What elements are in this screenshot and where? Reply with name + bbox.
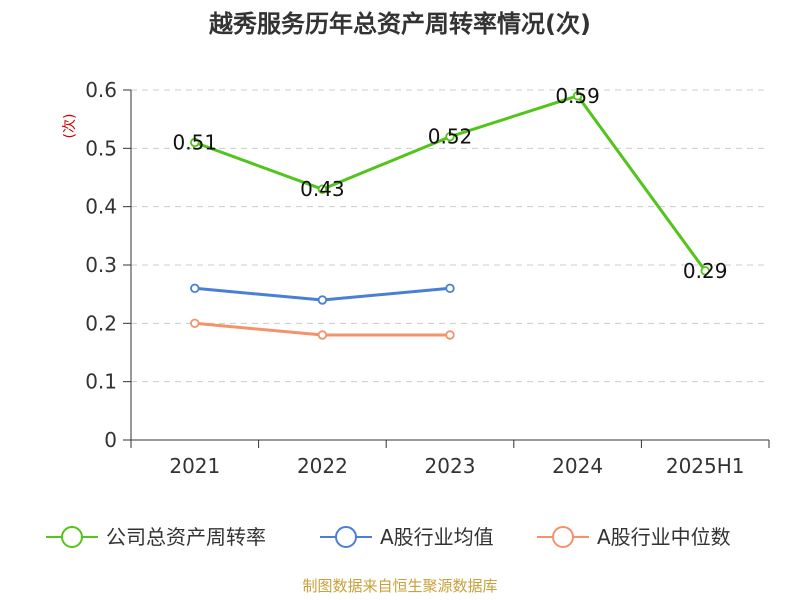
legend-item-1: 公司总资产周转率 [46,525,266,549]
gridlines [131,89,769,383]
x-tick-label: 2024 [552,454,603,478]
legend: 公司总资产周转率 A股行业均值 A股行业中位数 [46,525,731,549]
legend-label: A股行业中位数 [597,525,731,549]
series-line [194,94,707,272]
y-tick-label: 0.3 [85,253,117,277]
series-1: 0.51 0.43 0.52 0.59 0.29 [173,84,728,283]
x-tick-label: 2025H1 [666,454,745,478]
chart-title: 越秀服务历年总资产周转率情况(次) [209,10,591,38]
x-tick-label: 2023 [425,454,476,478]
data-point [445,330,455,340]
series-2 [190,283,455,305]
data-label: 0.52 [428,125,473,149]
data-point [572,91,583,101]
data-label: 0.59 [555,84,600,108]
data-point [317,295,328,305]
data-point [445,283,455,294]
y-tick-label: 0.4 [85,195,117,219]
data-point [445,131,455,142]
series-group: 0.51 0.43 0.52 0.59 0.29 [173,84,728,340]
data-point [700,266,710,276]
y-tick-label: 0 [104,428,117,452]
data-point [317,330,328,340]
data-point [190,283,200,294]
legend-label: A股行业均值 [380,525,494,549]
data-label: 0.51 [173,131,218,155]
data-label: 0.43 [300,177,345,201]
x-tick-label: 2022 [297,454,348,478]
legend-label: 公司总资产周转率 [106,525,266,549]
x-tick-label: 2021 [169,454,220,478]
axes: 0 0.1 0.2 0.3 0.4 0.5 0.6 2021 2022 2023 2024 2025H… [85,78,770,478]
legend-marker [61,526,83,548]
data-point [190,318,200,329]
data-point [317,184,328,194]
legend-marker [552,526,574,548]
y-tick-label: 0.5 [85,136,117,160]
data-point [190,137,200,148]
source-note: 制图数据来自恒生聚源数据库 [302,577,497,595]
data-label: 0.29 [683,259,728,283]
legend-item-3: A股行业中位数 [537,525,731,549]
y-tick-label: 0.6 [85,78,117,102]
y-tick-label: 0.2 [85,311,117,335]
legend-item-2: A股行业均值 [320,525,494,549]
y-tick-label: 0.1 [85,370,117,394]
y-axis-label: (次) [62,114,78,139]
legend-marker [335,526,357,548]
series-3 [190,318,455,340]
